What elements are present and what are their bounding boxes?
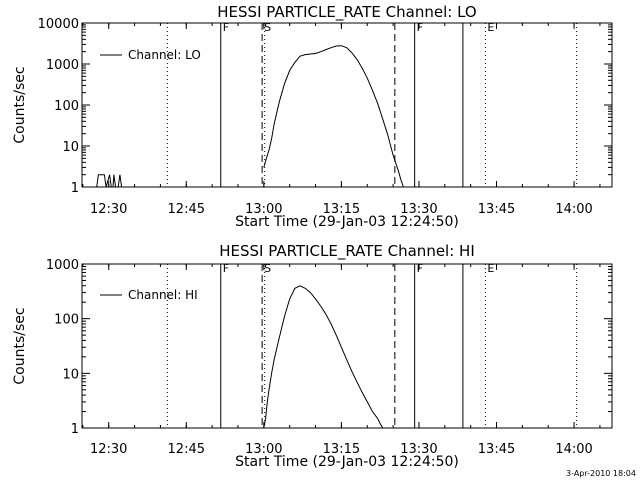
- marker-label: F: [223, 21, 229, 34]
- y-axis-label: Counts/sec: [12, 66, 28, 143]
- chart-title: HESSI PARTICLE_RATE Channel: LO: [217, 3, 476, 22]
- marker-label: F: [417, 262, 423, 275]
- marker-label: S: [264, 262, 271, 275]
- x-tick-label: 13:15: [323, 202, 360, 217]
- x-tick-label: 13:45: [478, 442, 515, 457]
- x-tick-label: 14:00: [555, 442, 592, 457]
- y-tick-label: 10000: [38, 17, 79, 32]
- chart-panel-1: HESSI PARTICLE_RATE Channel: LOF S F E 12:30…: [12, 3, 613, 230]
- marker-label: F: [417, 21, 423, 34]
- y-tick-label: 1: [71, 422, 79, 437]
- x-axis-label: Start Time (29-Jan-03 12:24:50): [235, 454, 459, 470]
- y-tick-label: 10: [62, 140, 79, 155]
- x-axis-label: Start Time (29-Jan-03 12:24:50): [235, 214, 459, 230]
- x-tick-label: 13:00: [245, 442, 282, 457]
- x-tick-label: 13:45: [478, 202, 515, 217]
- y-tick-label: 1000: [46, 258, 79, 273]
- x-tick-label: 12:45: [168, 442, 205, 457]
- legend-label: Channel: LO: [128, 48, 201, 62]
- y-tick-label: 100: [54, 313, 79, 328]
- y-axis-label: Counts/sec: [12, 307, 28, 384]
- chart-panel-2: HESSI PARTICLE_RATE Channel: HIF S F E 12:30…: [12, 242, 613, 470]
- y-tick-label: 1: [71, 181, 79, 196]
- y-tick-label: 100: [54, 99, 79, 114]
- marker-label: E: [487, 262, 494, 275]
- x-tick-label: 13:00: [245, 202, 282, 217]
- x-tick-label: 12:30: [90, 202, 127, 217]
- x-tick-label: 12:30: [90, 442, 127, 457]
- series-line-1: [96, 174, 123, 188]
- x-tick-label: 13:30: [400, 442, 437, 457]
- marker-label: S: [264, 21, 271, 34]
- series-line-2: [263, 45, 404, 188]
- marker-label: E: [487, 21, 494, 34]
- plot-frame: [81, 263, 613, 429]
- y-tick-label: 1000: [46, 58, 79, 73]
- x-tick-label: 14:00: [555, 202, 592, 217]
- marker-label: F: [223, 262, 229, 275]
- chart-title: HESSI PARTICLE_RATE Channel: HI: [219, 242, 475, 261]
- x-tick-label: 12:45: [168, 202, 205, 217]
- x-tick-label: 13:30: [400, 202, 437, 217]
- footer-date: 3-Apr-2010 18:04: [566, 469, 636, 478]
- x-tick-label: 13:15: [323, 442, 360, 457]
- y-tick-label: 10: [62, 367, 79, 382]
- series-line-1: [263, 285, 384, 429]
- legend-label: Channel: HI: [128, 288, 198, 302]
